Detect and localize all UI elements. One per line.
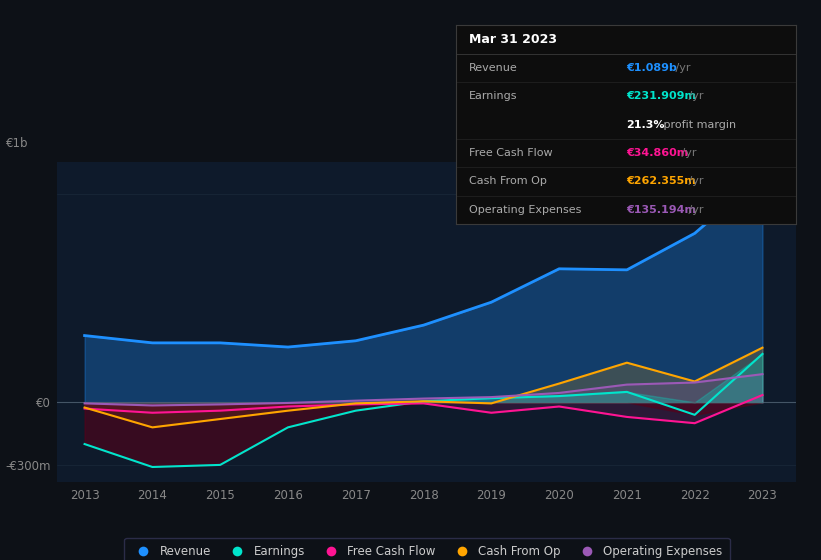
Text: €231.909m: €231.909m: [626, 91, 696, 101]
Text: 21.3%: 21.3%: [626, 120, 664, 129]
Text: /yr: /yr: [685, 91, 703, 101]
Text: /yr: /yr: [685, 176, 703, 186]
Text: €262.355m: €262.355m: [626, 176, 695, 186]
Legend: Revenue, Earnings, Free Cash Flow, Cash From Op, Operating Expenses: Revenue, Earnings, Free Cash Flow, Cash …: [124, 538, 730, 560]
Text: Cash From Op: Cash From Op: [470, 176, 547, 186]
Text: /yr: /yr: [672, 63, 690, 73]
Text: Mar 31 2023: Mar 31 2023: [470, 33, 557, 46]
Text: profit margin: profit margin: [660, 120, 736, 129]
Text: €135.194m: €135.194m: [626, 205, 696, 215]
Text: Earnings: Earnings: [470, 91, 518, 101]
Text: Revenue: Revenue: [470, 63, 518, 73]
Text: €1.089b: €1.089b: [626, 63, 677, 73]
Text: Operating Expenses: Operating Expenses: [470, 205, 581, 215]
Text: €1b: €1b: [6, 137, 28, 150]
Text: /yr: /yr: [678, 148, 697, 158]
Text: €34.860m: €34.860m: [626, 148, 688, 158]
Text: /yr: /yr: [685, 205, 703, 215]
Text: Free Cash Flow: Free Cash Flow: [470, 148, 553, 158]
